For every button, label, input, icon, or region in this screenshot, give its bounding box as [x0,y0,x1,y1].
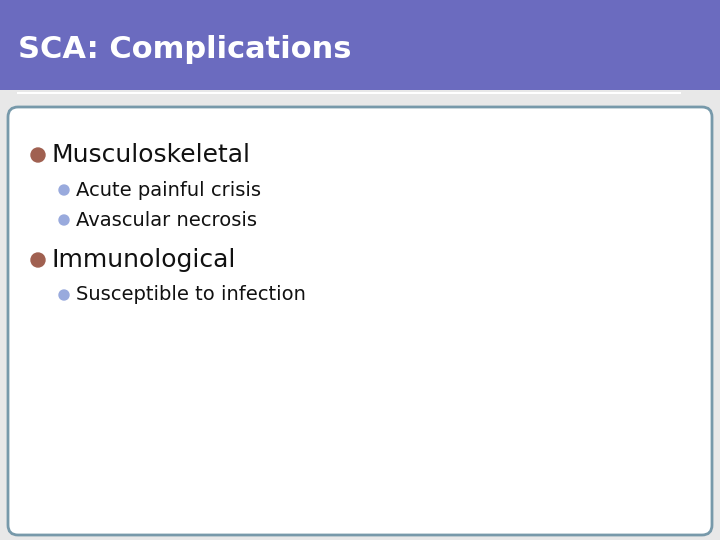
Circle shape [31,253,45,267]
FancyBboxPatch shape [0,0,720,90]
Circle shape [59,290,69,300]
Text: Avascular necrosis: Avascular necrosis [76,211,257,229]
Circle shape [59,215,69,225]
Text: Acute painful crisis: Acute painful crisis [76,180,261,199]
Text: SCA: Complications: SCA: Complications [18,36,351,64]
FancyBboxPatch shape [8,107,712,535]
Circle shape [31,148,45,162]
Text: Musculoskeletal: Musculoskeletal [52,143,251,167]
Text: Immunological: Immunological [52,248,236,272]
Circle shape [59,185,69,195]
Text: Susceptible to infection: Susceptible to infection [76,286,306,305]
